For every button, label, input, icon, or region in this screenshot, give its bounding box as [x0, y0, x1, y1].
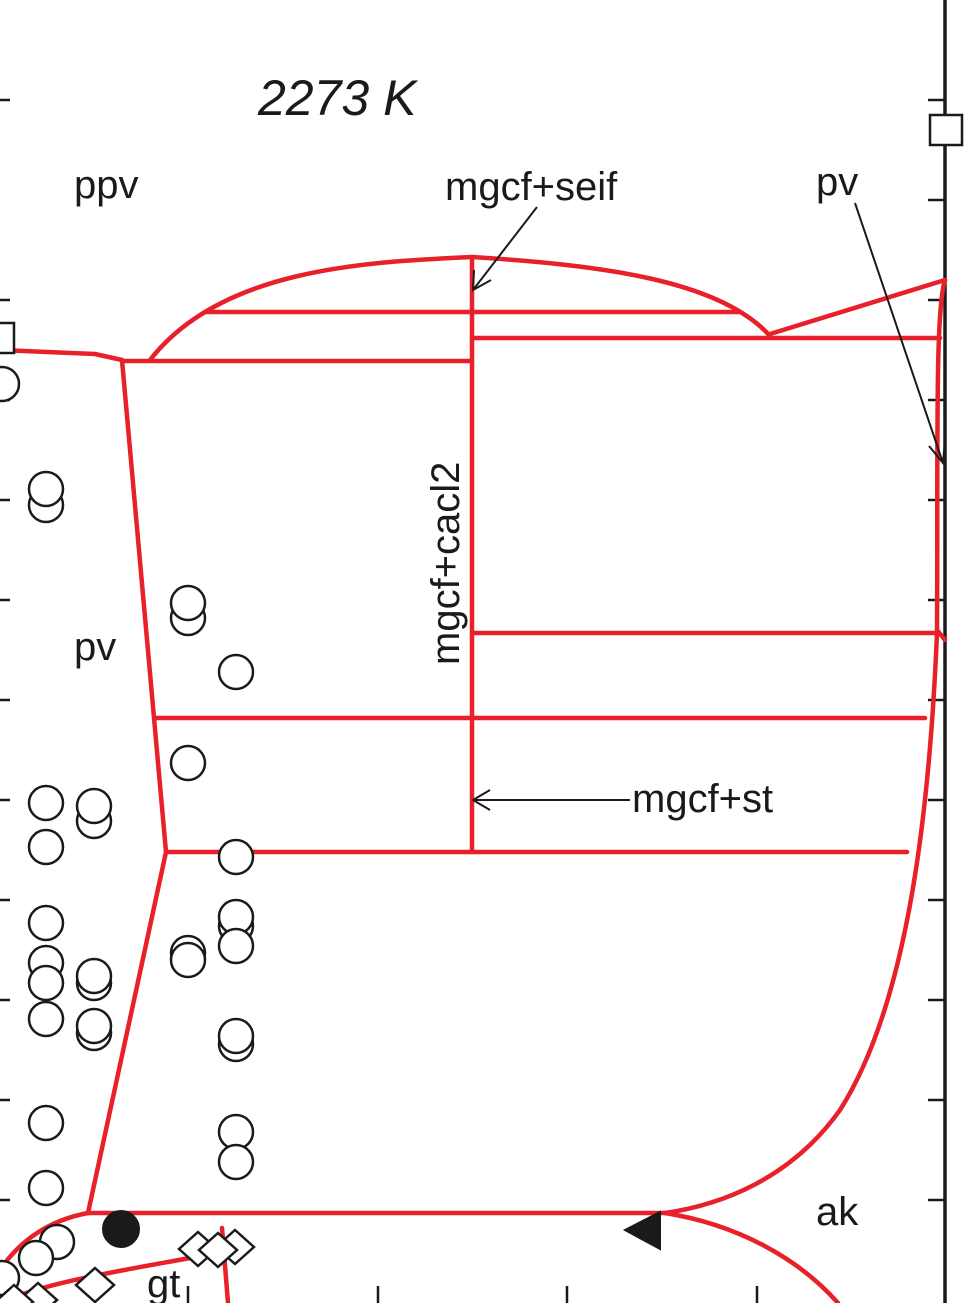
open-circle-marker — [27, 828, 65, 866]
label-gt: gt — [147, 1262, 180, 1303]
open-circle-marker — [169, 941, 207, 979]
open-circle-marker — [217, 927, 255, 965]
label-ak: ak — [816, 1190, 859, 1234]
open-circle-marker — [217, 653, 255, 691]
open-circle-marker — [27, 470, 65, 508]
pv-right-arrow — [854, 202, 944, 464]
open-circle-marker — [27, 1000, 65, 1038]
label-pv-right: pv — [816, 160, 858, 204]
ak-lower-curve — [662, 1210, 841, 1303]
open-circle-marker — [75, 787, 113, 825]
open-circle-marker — [217, 1017, 255, 1055]
right-curve-boundary — [662, 630, 940, 1216]
open-diamond-marker — [74, 1266, 116, 1303]
label-ppv: ppv — [74, 163, 139, 207]
temperature-title: 2273 K — [257, 70, 419, 126]
open-circle-marker — [27, 1169, 65, 1207]
open-circle-marker — [75, 957, 113, 995]
open-diamond-marker — [0, 1283, 35, 1303]
pv-wedge-boundary — [767, 277, 948, 337]
mgcf-st-arrowhead — [471, 789, 491, 811]
filled-triangle-marker — [622, 1210, 661, 1251]
mgcf-seif-arrowhead — [471, 269, 492, 292]
bottom-axis-ticks — [186, 1286, 759, 1303]
pointer-arrows — [471, 202, 946, 811]
open-circle-marker — [27, 964, 65, 1002]
open-circle-marker — [217, 1143, 255, 1181]
open-circle-marker — [217, 838, 255, 876]
open-circle-marker — [17, 1239, 55, 1277]
label-pv-left: pv — [74, 625, 116, 669]
open-square-marker — [928, 113, 964, 147]
label-mgcf-st: mgcf+st — [632, 777, 773, 821]
dome-boundary — [147, 254, 773, 363]
filled-circle-marker — [102, 1210, 140, 1248]
open-circle-marker — [27, 904, 65, 942]
label-mgcf-seif: mgcf+seif — [445, 165, 618, 209]
phase-boundaries — [0, 254, 948, 1303]
pv-right-arrowhead — [928, 440, 946, 466]
ppv-pv-boundary — [0, 347, 125, 363]
open-circle-marker — [169, 744, 207, 782]
open-circle-marker — [75, 1007, 113, 1045]
open-circle-marker — [27, 1104, 65, 1142]
open-circle-marker — [27, 784, 65, 822]
open-square-marker — [0, 321, 16, 355]
pv-left-boundary — [85, 357, 169, 1216]
mgcf-seif-arrow — [472, 206, 538, 291]
open-circle-marker — [0, 365, 21, 403]
labels: 2273 K ppv pv pv mgcf+seif mgcf+cacl2 mg… — [74, 70, 859, 1303]
data-markers — [0, 113, 964, 1303]
open-circle-marker — [169, 584, 207, 622]
pv-right-boundary — [934, 277, 948, 643]
left-axis-ticks — [0, 98, 10, 1202]
open-diamond-marker — [197, 1231, 239, 1269]
label-mgcf-cacl2: mgcf+cacl2 — [424, 462, 468, 665]
